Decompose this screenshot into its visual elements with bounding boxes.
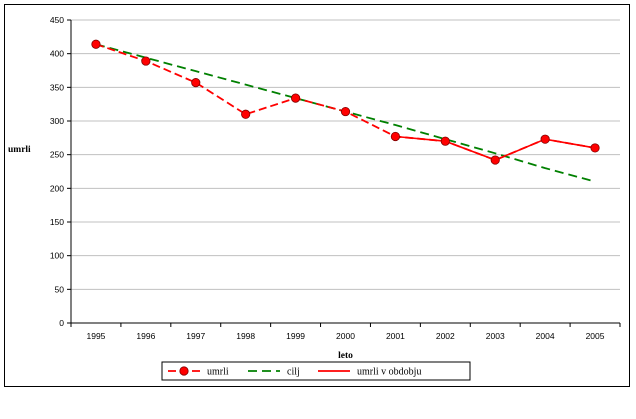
data-point [440,136,450,146]
series-line-umrli [95,43,596,162]
y-tick-label: 350 [50,82,64,92]
legend-label: umrli v obdobju [357,367,421,378]
data-point [141,56,151,66]
legend-label: umrli [207,367,229,378]
y-tick-label: 300 [50,116,64,126]
data-point [590,143,600,153]
legend-label: cilj [287,367,300,378]
x-tick-label: 1999 [286,331,305,341]
y-tick-label: 100 [50,251,64,261]
x-tick-label: 1997 [186,331,205,341]
legend-marker [179,366,189,376]
data-point [191,78,201,88]
y-tick-label: 0 [59,318,64,328]
x-tick-label: 1996 [136,331,155,341]
y-tick-label: 150 [50,217,64,227]
y-tick-label: 400 [50,49,64,59]
data-point [390,131,401,142]
x-tick-label: 1998 [236,331,255,341]
legend-box [161,361,471,381]
data-point [91,39,101,49]
x-tick-label: 2005 [586,331,605,341]
data-point [540,134,550,144]
x-tick-label: 2004 [536,331,555,341]
y-tick-label: 250 [50,150,64,160]
data-point [241,109,251,119]
x-tick-label: 2000 [336,331,355,341]
data-point [340,106,351,117]
y-tick-label: 450 [50,15,64,25]
x-tick-label: 2003 [486,331,505,341]
data-point [290,93,301,103]
y-tick-label: 200 [50,183,64,193]
y-axis-title: umrli [8,145,31,155]
x-axis-title: leto [338,351,353,361]
y-tick-label: 50 [55,284,65,294]
data-point [490,155,500,165]
x-tick-label: 2002 [436,331,455,341]
x-tick-label: 1995 [86,331,105,341]
x-tick-label: 2001 [386,331,405,341]
